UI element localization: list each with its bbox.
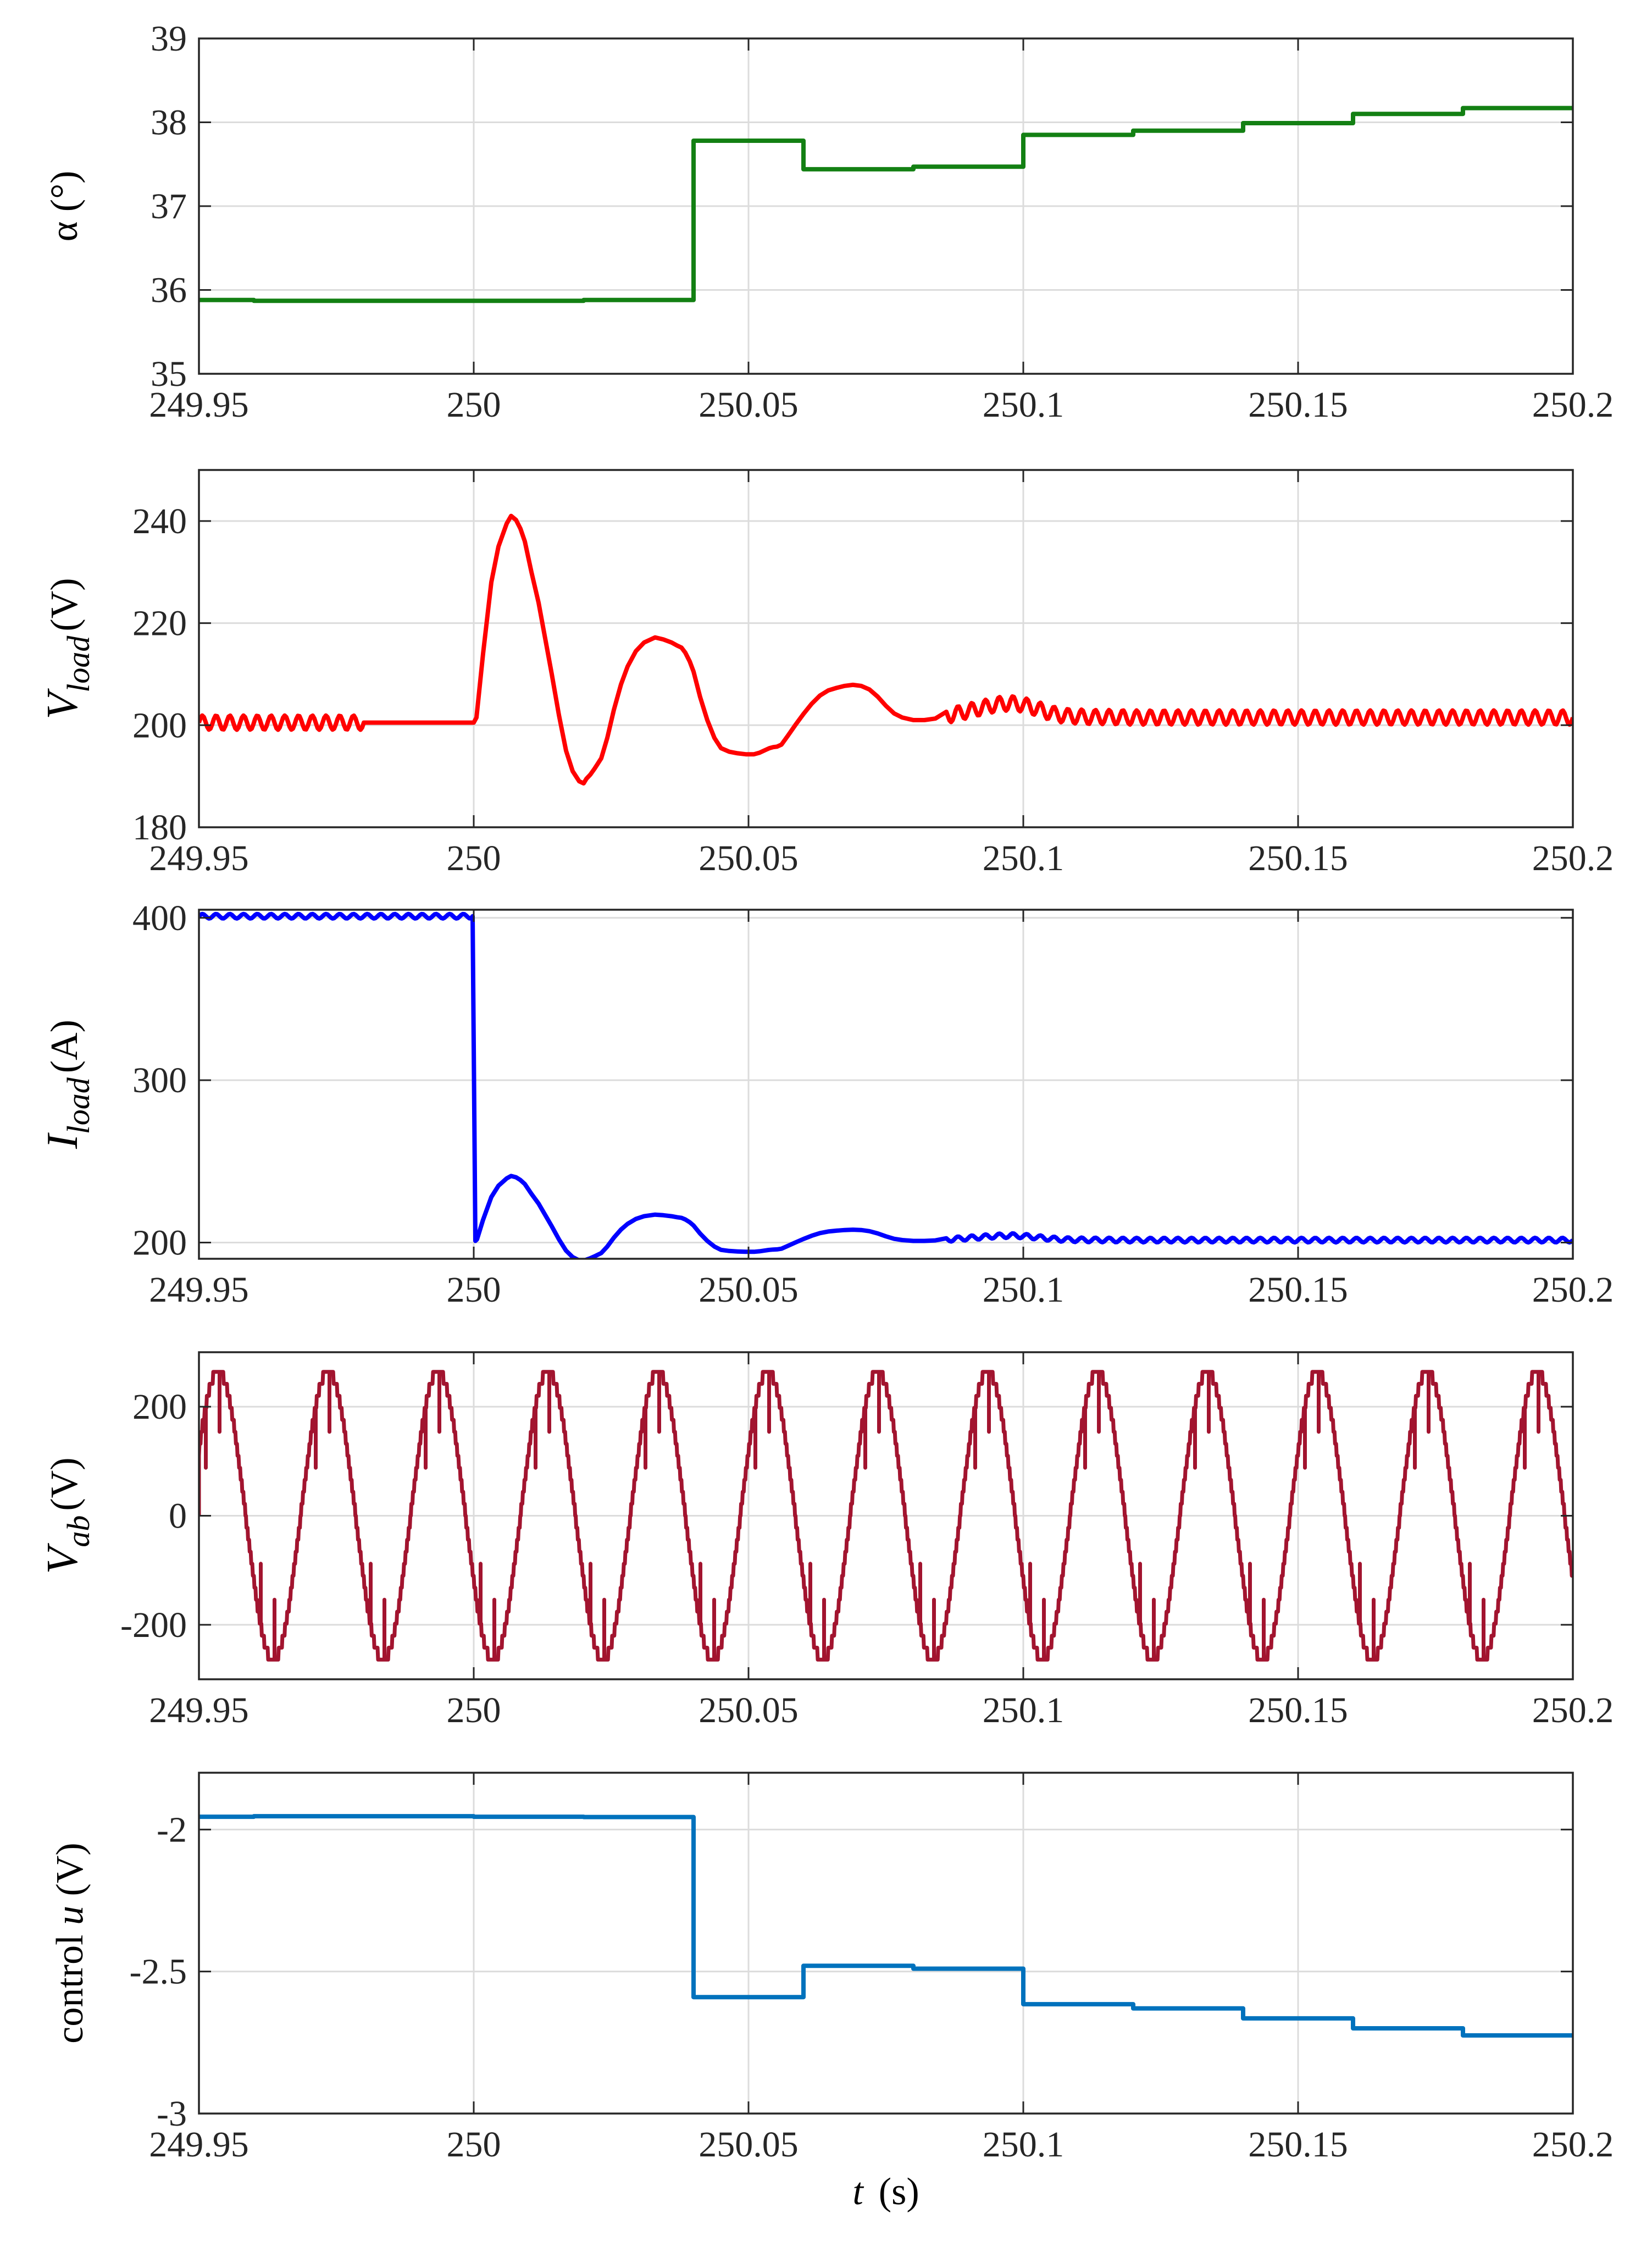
y-tick-label: 300 [132, 1060, 187, 1100]
series-group [199, 106, 1573, 303]
y-tick-label: -3 [157, 2094, 187, 2134]
x-tick-label: 250.15 [1248, 2125, 1348, 2165]
x-tick-label: 249.95 [149, 1690, 249, 1730]
y-tick-label: 400 [132, 898, 187, 938]
x-tick-label: 249.95 [149, 838, 249, 878]
series-group [199, 911, 1573, 1259]
axes-frame [198, 909, 1574, 1260]
x-tick-label: 250.15 [1248, 385, 1348, 425]
y-tick-label: -2.5 [130, 1952, 187, 1992]
y-tick-label: 36 [151, 270, 187, 311]
y-axis-label-symbol: u [49, 1906, 91, 1925]
x-tick-label: 250.1 [983, 838, 1065, 878]
x-tick-label: 250.1 [983, 1690, 1065, 1730]
subplot-1: 249.95 250 250.05 250.1 250.15 250.2 35 36 37 38 3… [43, 19, 1614, 425]
y-tick-label: 180 [132, 807, 187, 848]
y-axis-label: α (°) [43, 171, 86, 242]
x-tick-label: 250 [447, 1690, 501, 1730]
subplot-3: 249.95 250 250.05 250.1 250.15 250.2 200 300 400… [38, 898, 1614, 1310]
x-tick-label: 249.95 [149, 2125, 249, 2165]
y-axis-label-text: control [49, 1925, 91, 2044]
series-line [199, 1370, 1573, 1662]
x-tick-label: 250 [447, 2125, 501, 2165]
y-tick-label: 200 [132, 705, 187, 745]
x-tick-label: 250.15 [1248, 838, 1348, 878]
series-group [199, 1370, 1573, 1662]
x-tick-label: 250.15 [1248, 1270, 1348, 1310]
y-axis-label: control u (V) [49, 1843, 91, 2043]
x-tick-label: 250.05 [699, 1270, 799, 1310]
subplot-2: 249.95 250 250.05 250.1 250.15 250.2 180 200 220… [38, 469, 1614, 878]
y-tick-label: 35 [151, 354, 187, 394]
y-axis-label-unit: (A) [43, 1020, 86, 1073]
x-tick-label: 250.2 [1532, 1690, 1614, 1730]
x-tick-label: 250.2 [1532, 385, 1614, 425]
x-tick-label: 250.15 [1248, 1690, 1348, 1730]
x-tick-label: 250.05 [699, 2125, 799, 2165]
y-tick-label: 39 [151, 19, 187, 59]
x-tick-label: 250 [447, 1270, 501, 1310]
y-tick-label: 220 [132, 604, 187, 644]
series-group [199, 1814, 1573, 2038]
y-axis-label-symbol: V [38, 1543, 87, 1574]
x-tick-label: 250.05 [699, 1690, 799, 1730]
y-tick-label: 37 [151, 186, 187, 226]
y-tick-label: 38 [151, 103, 187, 143]
x-tick-label: 250.05 [699, 385, 799, 425]
series-line [199, 1814, 1573, 2038]
x-axis-label-symbol: t [852, 2171, 864, 2213]
x-tick-label: 249.95 [149, 385, 249, 425]
y-tick-label: 200 [132, 1387, 187, 1427]
y-axis-label-subscript: load [60, 1077, 96, 1134]
y-axis-label-unit: (V) [43, 578, 86, 631]
y-tick-label: 240 [132, 501, 187, 541]
y-axis-label-unit: (V) [43, 1457, 86, 1511]
x-axis-label-unit: (s) [879, 2171, 919, 2213]
axes-frame [198, 1772, 1574, 2115]
subplot-4: 249.95 250 250.05 250.1 250.15 250.2 -200 0 200 V… [38, 1351, 1614, 1730]
x-tick-label: 250.2 [1532, 1270, 1614, 1310]
y-axis-label: Iload (A) [38, 1020, 96, 1149]
x-axis-label: t (s) [852, 2171, 919, 2213]
y-tick-label: 0 [169, 1496, 187, 1536]
y-tick-label: 200 [132, 1222, 187, 1263]
subplot-5: 249.95 250 250.05 250.1 250.15 250.2 -3 -2.5 -2 c… [49, 1772, 1614, 2213]
y-tick-label: -200 [120, 1605, 187, 1645]
series-group [199, 513, 1573, 786]
x-tick-label: 250.2 [1532, 838, 1614, 878]
x-tick-label: 249.95 [149, 1270, 249, 1310]
x-tick-label: 250.05 [699, 838, 799, 878]
x-tick-label: 250.1 [983, 2125, 1065, 2165]
x-tick-label: 250 [447, 385, 501, 425]
y-axis-label: Vload (V) [38, 578, 96, 719]
y-axis-label-symbol: I [38, 1132, 87, 1149]
x-tick-label: 250.2 [1532, 2125, 1614, 2165]
x-tick-label: 250.1 [983, 385, 1065, 425]
y-axis-label-subscript: ab [60, 1515, 96, 1547]
x-tick-label: 250 [447, 838, 501, 878]
y-axis-label: Vab (V) [38, 1457, 96, 1574]
axes-frame [198, 469, 1574, 828]
y-axis-label-subscript: load [60, 635, 96, 693]
series-line [199, 106, 1573, 303]
y-axis-label-symbol: V [38, 688, 87, 720]
series-line [199, 911, 1573, 1259]
y-axis-label-unit: (V) [49, 1843, 91, 1906]
series-line [199, 513, 1573, 786]
x-tick-label: 250.1 [983, 1270, 1065, 1310]
y-tick-label: -2 [157, 1810, 187, 1850]
